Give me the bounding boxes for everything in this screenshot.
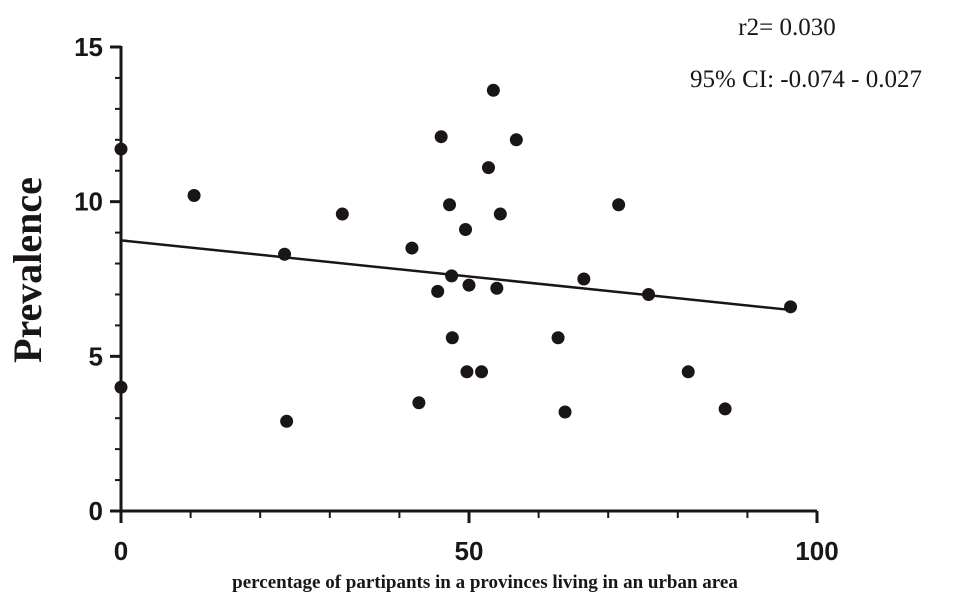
- data-point: [445, 331, 459, 345]
- data-point: [187, 188, 201, 202]
- x-axis-title: percentage of partipants in a provinces …: [232, 572, 738, 593]
- x-tick-label: 100: [795, 536, 838, 566]
- data-point: [434, 130, 448, 144]
- data-point: [443, 198, 457, 212]
- data-point: [481, 161, 495, 175]
- y-axis-title: Prevalence: [5, 177, 50, 363]
- data-point: [278, 247, 292, 261]
- data-point: [475, 365, 489, 379]
- data-point: [280, 414, 294, 428]
- y-tick-label: 5: [89, 341, 103, 371]
- data-point: [784, 300, 798, 314]
- data-points-layer: [114, 83, 798, 428]
- y-tick-label: 0: [89, 496, 103, 526]
- data-point: [642, 287, 656, 301]
- data-point: [335, 207, 349, 221]
- data-point: [612, 198, 626, 212]
- data-point: [509, 133, 523, 147]
- confidence-interval-annotation: 95% CI: -0.074 - 0.027: [690, 66, 922, 93]
- data-point: [486, 83, 500, 97]
- r-squared-annotation: r2= 0.030: [738, 14, 835, 41]
- data-point: [412, 396, 426, 410]
- x-tick-label: 0: [114, 536, 128, 566]
- data-point: [558, 405, 572, 419]
- data-point: [460, 365, 474, 379]
- data-point: [462, 278, 476, 292]
- data-point: [431, 284, 445, 298]
- data-point: [718, 402, 732, 416]
- x-tick-label: 50: [455, 536, 484, 566]
- y-tick-label: 10: [74, 187, 103, 217]
- data-point: [445, 269, 459, 283]
- axes: 0 5 10 15 0 50 100: [74, 32, 839, 566]
- data-point: [490, 281, 504, 295]
- data-point: [493, 207, 507, 221]
- data-point: [459, 223, 473, 237]
- data-point: [405, 241, 419, 255]
- y-tick-label: 15: [74, 32, 103, 62]
- data-point: [681, 365, 695, 379]
- data-point: [551, 331, 565, 345]
- data-point: [577, 272, 591, 286]
